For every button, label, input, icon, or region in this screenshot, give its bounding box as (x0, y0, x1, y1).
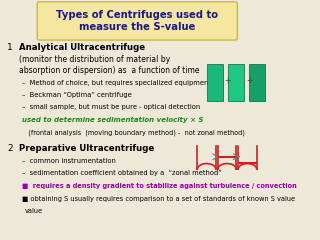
Text: absorption or dispersion) as  a function of time: absorption or dispersion) as a function … (19, 66, 200, 75)
Text: +: + (246, 76, 252, 85)
Text: used to determine sedimentation velocity × S: used to determine sedimentation velocity… (22, 117, 203, 123)
Text: ■  requires a density gradient to stabilize against turbulence / convection: ■ requires a density gradient to stabili… (22, 183, 297, 189)
Text: –  common instrumentation: – common instrumentation (22, 158, 116, 164)
Text: (frontal analysis  (moving boundary method) -  not zonal method): (frontal analysis (moving boundary metho… (22, 129, 245, 136)
Text: –  small sample, but must be pure - optical detection: – small sample, but must be pure - optic… (22, 104, 200, 110)
Text: (monitor the distribution of material by: (monitor the distribution of material by (19, 55, 170, 64)
Bar (228, 64, 244, 101)
Text: –  Method of choice, but requires specialized equipment: – Method of choice, but requires special… (22, 80, 211, 86)
Text: 2: 2 (7, 144, 13, 153)
Text: Analytical Ultracentrifuge: Analytical Ultracentrifuge (19, 43, 145, 52)
Bar (207, 64, 223, 101)
Text: –  Beckman “Optima” centrifuge: – Beckman “Optima” centrifuge (22, 92, 132, 98)
Text: ■ obtaining S usually requires comparison to a set of standards of known S value: ■ obtaining S usually requires compariso… (22, 196, 295, 202)
Text: Types of Centrifuges used to: Types of Centrifuges used to (56, 10, 218, 20)
FancyBboxPatch shape (37, 2, 237, 40)
Text: +: + (225, 76, 231, 85)
Text: –  sedimentation coefficient obtained by a  “zonal method”: – sedimentation coefficient obtained by … (22, 170, 221, 176)
Text: value: value (25, 208, 43, 214)
Text: 1: 1 (7, 43, 13, 52)
Bar (249, 64, 265, 101)
Text: measure the S-value: measure the S-value (79, 22, 196, 32)
Text: Preparative Ultracentrifuge: Preparative Ultracentrifuge (19, 144, 154, 153)
